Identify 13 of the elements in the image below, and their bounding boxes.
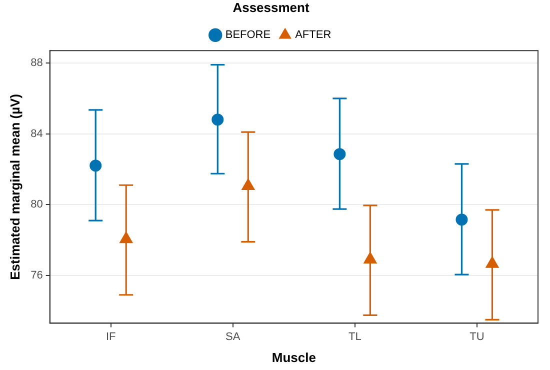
x-tick-label: IF	[106, 330, 116, 343]
legend-label: BEFORE	[225, 29, 271, 42]
legend-title: Assessment	[232, 0, 310, 16]
y-tick-label: 80	[30, 198, 43, 211]
x-tick-label: TL	[348, 330, 362, 343]
y-tick-label: 76	[30, 269, 43, 282]
y-axis-title: Estimated marginal mean (µV)	[7, 94, 22, 280]
y-tick-label: 88	[30, 57, 43, 70]
y-tick-label: 84	[30, 128, 43, 140]
x-axis-title: Muscle	[272, 350, 316, 365]
x-tick-label: SA	[226, 330, 241, 343]
legend-label: AFTER	[295, 29, 332, 42]
x-tick-label: TU	[470, 330, 484, 343]
